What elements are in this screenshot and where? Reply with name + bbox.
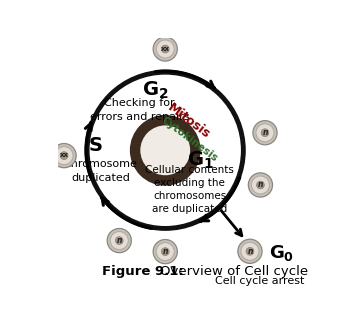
Text: Cell cycle arrest: Cell cycle arrest bbox=[215, 275, 304, 286]
Circle shape bbox=[261, 129, 269, 137]
Circle shape bbox=[153, 240, 177, 264]
Text: Figure 9.1:: Figure 9.1: bbox=[102, 265, 184, 278]
Text: $\mathbf{G_1}$: $\mathbf{G_1}$ bbox=[187, 149, 214, 171]
Circle shape bbox=[251, 176, 270, 194]
Text: xx: xx bbox=[60, 152, 68, 158]
Circle shape bbox=[153, 37, 177, 61]
Text: Cytokinesis: Cytokinesis bbox=[160, 115, 220, 164]
Circle shape bbox=[238, 239, 262, 263]
Text: xx: xx bbox=[161, 46, 170, 52]
Text: n: n bbox=[262, 128, 268, 137]
Text: n: n bbox=[247, 247, 253, 256]
Circle shape bbox=[249, 173, 272, 197]
Circle shape bbox=[115, 237, 123, 244]
Circle shape bbox=[161, 248, 169, 256]
Text: Mitosis: Mitosis bbox=[165, 101, 212, 141]
Circle shape bbox=[156, 40, 174, 58]
Text: Cellular contents
excluding the
chromosomes
are duplicated: Cellular contents excluding the chromoso… bbox=[145, 165, 234, 214]
Circle shape bbox=[241, 242, 259, 260]
Circle shape bbox=[140, 125, 191, 176]
Text: $\mathbf{G_0}$: $\mathbf{G_0}$ bbox=[270, 243, 294, 262]
Text: n: n bbox=[163, 247, 168, 256]
Circle shape bbox=[253, 121, 277, 145]
Circle shape bbox=[156, 243, 174, 261]
Text: $\mathbf{S}$: $\mathbf{S}$ bbox=[88, 136, 103, 155]
Circle shape bbox=[161, 45, 169, 53]
Circle shape bbox=[55, 146, 73, 165]
Circle shape bbox=[257, 181, 264, 189]
Circle shape bbox=[52, 144, 76, 168]
Circle shape bbox=[107, 229, 131, 253]
Text: n: n bbox=[258, 180, 263, 189]
Circle shape bbox=[256, 124, 274, 142]
Text: n: n bbox=[117, 236, 122, 245]
Circle shape bbox=[246, 247, 254, 255]
Circle shape bbox=[130, 115, 201, 186]
Circle shape bbox=[87, 72, 243, 229]
Text: Checking for
errors and repairs: Checking for errors and repairs bbox=[90, 98, 189, 122]
Circle shape bbox=[110, 231, 128, 249]
Circle shape bbox=[60, 152, 68, 159]
Text: Overview of Cell cycle: Overview of Cell cycle bbox=[160, 265, 309, 278]
Text: Chromosome
duplicated: Chromosome duplicated bbox=[64, 159, 138, 183]
Text: $\mathbf{G_2}$: $\mathbf{G_2}$ bbox=[142, 80, 169, 101]
